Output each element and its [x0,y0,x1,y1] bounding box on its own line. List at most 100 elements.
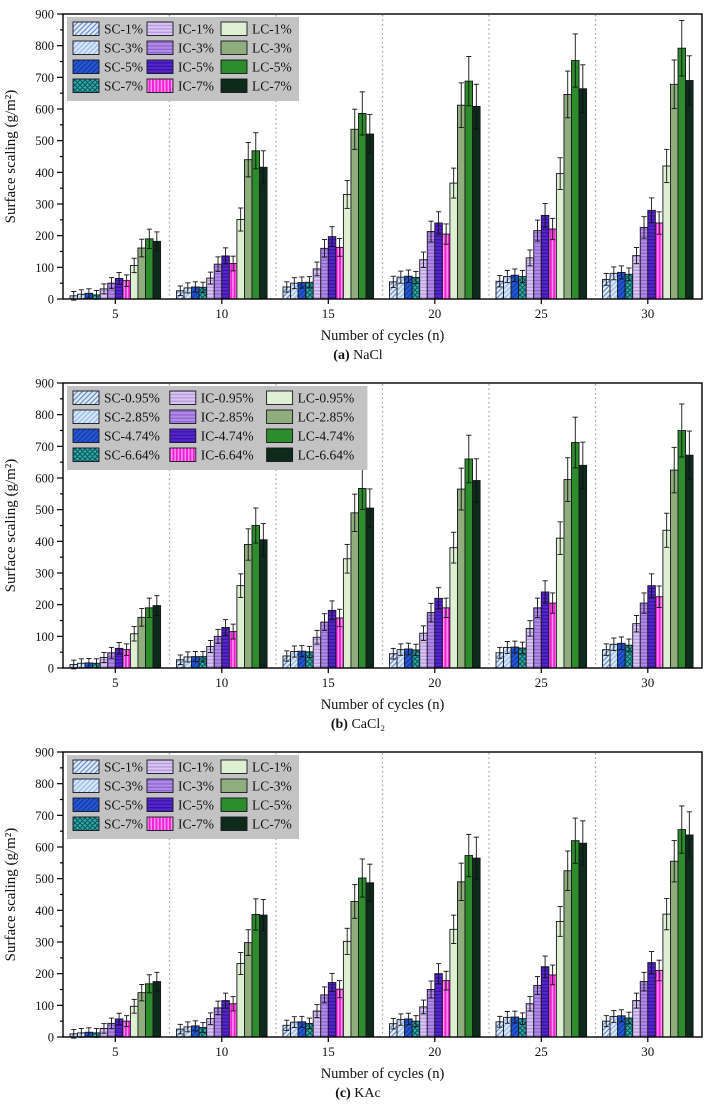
error-bar [291,277,297,290]
legend-swatch-LC-2.85% [266,410,293,424]
bar-IC-7%-10-hatch [229,1003,237,1037]
error-bar [633,247,640,265]
error-bar [451,167,457,199]
error-bar [367,863,373,902]
legend-swatch-SC-6.64%-hatch [73,448,99,462]
error-bar [390,1017,396,1030]
bar-LC-4.74%-30 [678,430,686,668]
error-bar [497,646,503,659]
bar-IC-7%-20-hatch [442,234,450,299]
legend-entry-SC-7%: SC-7% [72,79,143,94]
error-bar [306,276,313,289]
bar-IC-5%-25-hatch [541,966,549,1037]
bar-LC-7%-5 [153,981,161,1037]
error-bar [154,971,160,992]
series-IC-2.85% [107,592,649,669]
legend-swatch-SC-5%-hatch [73,60,99,74]
bar-SC-3%-20-hatch [397,1019,405,1037]
bar-LC-6.64%-10 [259,539,268,668]
error-bar [542,955,548,978]
error-bar [466,56,472,107]
bar-SC-4.74%-15-hatch [298,651,306,668]
error-bar [656,959,662,982]
error-bar [443,223,449,245]
bar-SC-3%-25-hatch [503,1017,512,1037]
legend-entry-LC-3%: LC-3% [220,41,292,56]
bar-LC-2.85%-10 [244,544,252,668]
bar-SC-4.74%-10-hatch [191,656,200,668]
legend-label-IC-4.74%: IC-4.74% [201,429,254,444]
bar-SC-4.74%-25-hatch [511,647,519,668]
error-bar [580,64,586,114]
error-bar [618,1009,624,1023]
bar-LC-5%-20 [465,855,473,1037]
bar-IC-2.85%-25-hatch [533,607,542,668]
error-bar [519,641,526,655]
legend-swatch-LC-1%-border [220,21,248,36]
error-bar [329,226,335,247]
error-bar [299,276,305,289]
error-bar [154,595,160,616]
error-bar [314,629,320,645]
bar-IC-7%-15-hatch [335,989,344,1037]
error-bar [443,970,449,991]
bar-IC-6.64%-25-hatch [548,603,557,668]
bar-IC-2.85%-20-hatch [427,612,435,668]
error-bar [390,275,396,288]
error-bar [512,268,518,282]
error-bar [124,1015,130,1028]
legend-label-IC-0.95%: IC-0.95% [201,391,254,406]
bar-IC-0.95%-10-hatch [206,646,215,668]
legend-entry-IC-1%: IC-1% [146,22,214,37]
legend-entry-SC-5%: SC-5% [72,59,143,75]
y-tick-label: 100 [35,630,54,644]
error-bar [428,602,434,623]
legend-swatch-LC-0.95% [266,391,293,405]
bar-SC-5%-20-hatch [404,276,413,299]
bar-LC-5%-5 [145,238,154,299]
error-bar [177,1023,183,1035]
bar-LC-0.95%-5 [130,633,138,668]
legend-swatch-IC-3%-hatch [147,41,173,55]
error-bar [337,238,343,257]
error-bar [497,275,503,288]
bar-IC-6.64%-10-hatch [229,631,237,668]
legend-swatch-IC-7%-hatch [147,817,173,831]
bar-LC-6.64%-20 [472,480,481,668]
series-IC-3% [107,216,649,300]
error-bar [557,521,563,555]
error-bar [679,19,685,77]
bars [69,805,694,1039]
error-bar [428,980,434,999]
legend-swatch-SC-3%-hatch [73,41,99,55]
y-tick-label: 500 [35,134,54,148]
error-bar [185,651,191,663]
error-bar [686,55,692,106]
error-bar [671,840,677,883]
legend-swatch-SC-5%-border [72,59,100,74]
bar-LC-3%-10 [244,942,252,1037]
error-bar [238,207,244,232]
error-bar [284,281,290,293]
error-bar [512,640,518,654]
error-bar [405,269,411,283]
bar-IC-3%-5-hatch [107,1023,116,1037]
bar-IC-5%-15-hatch [328,982,336,1037]
error-bar [344,927,350,955]
error-bar [108,646,115,659]
bar-IC-3%-25-hatch [533,230,542,299]
legend-entry-SC-2.85%: SC-2.85% [72,410,160,425]
bar-IC-3%-10-hatch [214,264,222,299]
bar-SC-1%-30-hatch [602,1021,611,1037]
y-axis-label: Surface scaling (g/m²) [3,459,19,593]
bar-SC-5%-10-hatch [191,1025,200,1037]
bar-SC-2.85%-30-hatch [610,644,618,668]
legend-swatch-LC-6.64%-border [266,447,294,462]
y-tick-label: 300 [35,567,54,581]
bar-LC-7%-15 [366,882,374,1037]
legend-background [67,386,368,470]
bar-LC-7%-5 [153,241,161,299]
error-bar [572,817,578,864]
legend-swatch-LC-5% [221,60,247,74]
